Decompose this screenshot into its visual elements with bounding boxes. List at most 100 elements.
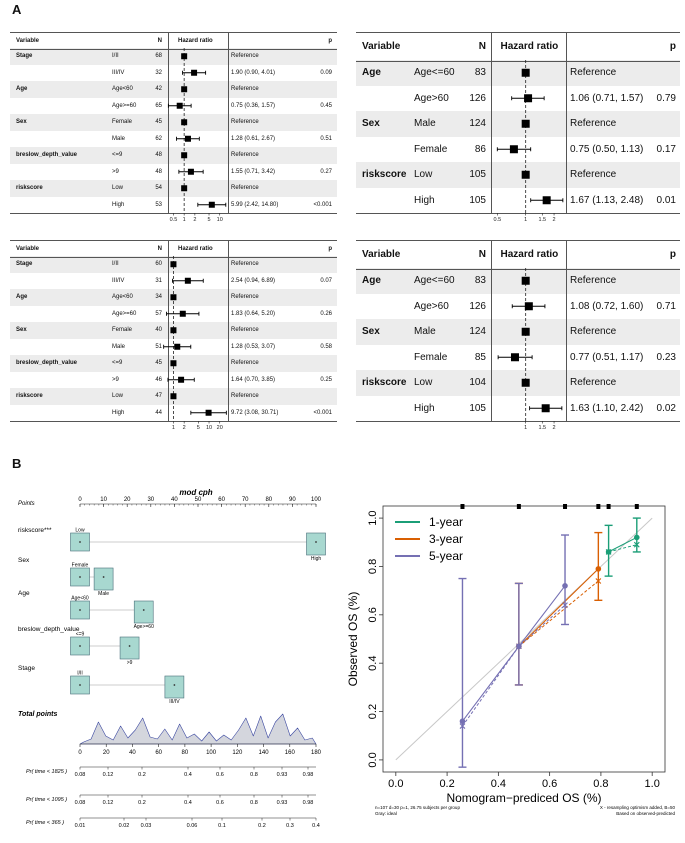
forest-plot-bottom-right: Age Age<=60 83 Reference Age>60 126 1.08 (0.72… (356, 240, 680, 431)
total-points-label: Total points (18, 711, 58, 718)
table-row: Male 51 1.28 (0.53, 3.07) 0.58 (10, 339, 337, 356)
y-tick-label: 0.8 (367, 559, 379, 574)
hazard-ratio-text: 1.28 (0.53, 3.07) (231, 343, 276, 350)
header-variable: Variable (362, 41, 401, 52)
level-box (93, 567, 114, 591)
hazard-ratio-marker (509, 145, 518, 154)
corrected-marker (459, 723, 466, 729)
predictor-label: riskscore*** (18, 527, 52, 534)
hazard-ratio-marker (521, 327, 530, 336)
points-tick-label: 80 (265, 497, 272, 503)
probability-tick-label: 0.8 (250, 800, 258, 806)
level-name: <=9 (112, 152, 123, 158)
p-value: 0.71 (656, 300, 676, 312)
level-name: Male (112, 343, 126, 350)
hazard-ratio-marker (541, 404, 550, 413)
axis-tick-label: 10 (206, 425, 212, 431)
axis-tick-label: 0.5 (493, 217, 501, 223)
n-value: 48 (155, 152, 162, 158)
hazard-ratio-text: 1.90 (0.90, 4.01) (231, 69, 276, 76)
probability-tick-label: 0.4 (184, 800, 192, 806)
hazard-ratio-marker (181, 152, 188, 159)
hazard-ratio-marker (187, 168, 194, 175)
table-header: Variable N Hazard ratio p (10, 32, 337, 50)
series-line (608, 536, 638, 553)
header-n: N (478, 249, 486, 260)
probability-tick-label: 0.2 (258, 823, 266, 829)
hazard-ratio-text: 0.75 (0.36, 1.57) (231, 102, 276, 109)
axis-tick-label: 10 (217, 217, 223, 223)
probability-tick-label: 0.06 (187, 823, 198, 829)
footnote: X - resampling optimism added, B=50 (600, 805, 676, 810)
header-hazard-ratio: Hazard ratio (178, 246, 213, 252)
total-points-tick-label: 120 (232, 750, 243, 756)
y-axis-label: Observed OS (%) (346, 592, 360, 687)
hazard-ratio-marker (178, 376, 185, 383)
level-name: Low (414, 169, 433, 180)
total-points-tick-label: 20 (103, 750, 110, 756)
panel-a-label: A (12, 2, 22, 17)
legend-label: 5-year (429, 549, 463, 563)
column-divider (168, 32, 169, 213)
points-tick-label: 40 (171, 497, 178, 503)
variable-name: riskscore (16, 393, 43, 399)
variable-name: Sex (362, 118, 380, 129)
p-value: 0.25 (320, 376, 332, 383)
level-name: I/II (112, 53, 119, 59)
table-row: riskscore Low 105 Reference (356, 162, 680, 188)
n-value: 53 (155, 201, 162, 208)
rug-mark (606, 504, 611, 509)
probability-tick-label: 0.01 (75, 823, 86, 829)
legend-label: 1-year (429, 515, 463, 529)
level-name: >9 (112, 376, 119, 383)
table-bottom-border (356, 213, 680, 214)
probability-scale-label: Pr( time < 1095 ) (26, 797, 67, 803)
n-value: 48 (155, 168, 162, 175)
hazard-ratio-marker (521, 119, 530, 128)
n-value: 105 (469, 169, 486, 180)
axis-tick-label: 2 (193, 217, 196, 223)
level-name: <=9 (112, 360, 123, 366)
total-points-tick-label: 140 (259, 750, 270, 756)
points-tick-label: 70 (242, 497, 249, 503)
table-row: Age>=60 57 1.83 (0.64, 5.20) 0.26 (10, 306, 337, 323)
hazard-ratio-text: Reference (570, 169, 617, 180)
probability-tick-label: 0.4 (312, 823, 320, 829)
level-box (119, 636, 140, 660)
probability-tick-label: 0.2 (138, 800, 146, 806)
n-value: 32 (155, 69, 162, 76)
variable-name: breslow_depth_value (16, 360, 78, 366)
corrected-marker (605, 549, 612, 555)
level-name: High (414, 402, 435, 414)
panel-b-label: B (12, 456, 22, 471)
column-divider (168, 240, 169, 421)
column-divider (566, 32, 567, 213)
axis-tick-label: 1.5 (538, 425, 546, 431)
points-label: Points (18, 501, 35, 507)
header-hazard-ratio: Hazard ratio (500, 41, 559, 52)
rug-mark (596, 504, 601, 509)
points-tick-label: 20 (124, 497, 131, 503)
level-name: Male (112, 135, 126, 142)
table-row: High 44 9.72 (3.08, 30.71) <0.001 (10, 405, 337, 422)
axis-tick-label: 1 (524, 217, 527, 223)
level-name: High (414, 194, 435, 206)
level-label: Low (75, 528, 85, 534)
hazard-ratio-text: Reference (570, 67, 617, 78)
header-variable: Variable (362, 249, 401, 260)
y-tick-label: 0.2 (367, 704, 379, 719)
level-label: Female (72, 563, 89, 569)
hazard-ratio-text: Reference (570, 377, 617, 388)
level-name: Age>60 (414, 300, 449, 312)
series-corrected-line (462, 604, 566, 727)
rug-mark (563, 504, 568, 509)
probability-tick-label: 0.02 (119, 823, 130, 829)
axis-tick-label: 5 (207, 217, 210, 223)
predictor-label: breslow_depth_value (18, 626, 80, 633)
table-bottom-border (356, 421, 680, 422)
probability-scale-label: Pr( time < 365 ) (26, 820, 64, 826)
n-value: 124 (469, 118, 486, 129)
probability-tick-label: 0.6 (216, 772, 224, 778)
hazard-ratio-marker (179, 310, 186, 317)
level-name: III/IV (112, 69, 125, 76)
